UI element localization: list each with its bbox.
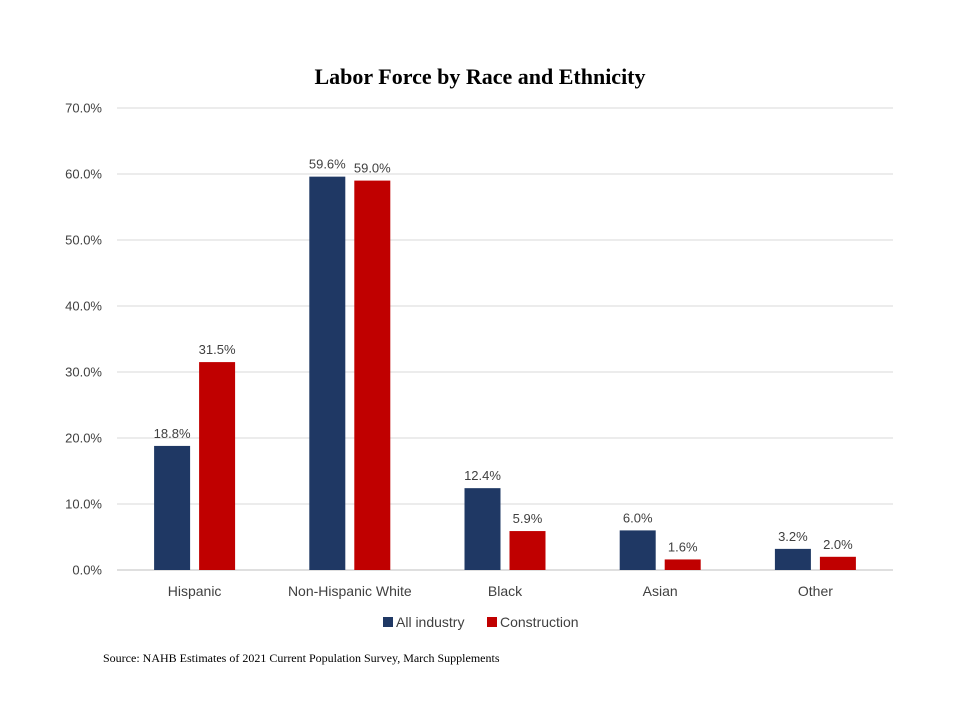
bar-all-industry bbox=[774, 548, 811, 570]
data-label: 18.8% bbox=[154, 426, 191, 441]
data-label: 6.0% bbox=[623, 510, 653, 525]
legend: All industry Construction bbox=[383, 614, 579, 630]
y-tick-label: 70.0% bbox=[65, 101, 102, 116]
bars bbox=[154, 176, 856, 570]
legend-label: All industry bbox=[396, 614, 464, 630]
y-tick-label: 20.0% bbox=[65, 431, 102, 446]
bar-all-industry bbox=[309, 176, 346, 570]
data-label: 59.0% bbox=[354, 161, 391, 176]
source-note: Source: NAHB Estimates of 2021 Current P… bbox=[103, 651, 500, 665]
legend-label: Construction bbox=[500, 614, 579, 630]
x-category-label: Black bbox=[488, 583, 523, 599]
x-category-label: Hispanic bbox=[168, 583, 222, 599]
x-category-label: Asian bbox=[643, 583, 678, 599]
bar-construction bbox=[509, 531, 546, 570]
legend-swatch bbox=[487, 617, 497, 627]
y-tick-label: 50.0% bbox=[65, 233, 102, 248]
data-label: 12.4% bbox=[464, 468, 501, 483]
bar-all-industry bbox=[154, 445, 191, 570]
gridlines bbox=[117, 107, 893, 571]
bar-all-industry bbox=[464, 488, 501, 570]
y-tick-label: 40.0% bbox=[65, 299, 102, 314]
bar-construction bbox=[354, 180, 391, 570]
data-label: 1.6% bbox=[668, 539, 698, 554]
chart-title: Labor Force by Race and Ethnicity bbox=[314, 64, 645, 89]
data-label: 2.0% bbox=[823, 537, 853, 552]
y-tick-label: 0.0% bbox=[72, 563, 102, 578]
y-tick-label: 60.0% bbox=[65, 167, 102, 182]
y-tick-label: 30.0% bbox=[65, 365, 102, 380]
data-label: 31.5% bbox=[199, 342, 236, 357]
data-labels: 18.8% 31.5% 59.6% 59.0% 12.4% 5.9% 6.0% 1.6% 3.2… bbox=[154, 157, 853, 555]
bar-construction bbox=[819, 556, 856, 570]
x-axis-categories: Hispanic Non-Hispanic White Black Asian Othe… bbox=[168, 583, 833, 599]
y-tick-label: 10.0% bbox=[65, 497, 102, 512]
bar-all-industry bbox=[619, 530, 656, 570]
x-category-label: Other bbox=[798, 583, 833, 599]
legend-swatch bbox=[383, 617, 393, 627]
data-label: 5.9% bbox=[513, 511, 543, 526]
bar-construction bbox=[199, 362, 236, 570]
data-label: 59.6% bbox=[309, 157, 346, 172]
data-label: 3.2% bbox=[778, 529, 808, 544]
bar-construction bbox=[664, 559, 701, 570]
y-axis-ticks: 0.0% 10.0% 20.0% 30.0% 40.0% 50.0% 60.0% 70.0% bbox=[65, 101, 102, 578]
x-category-label: Non-Hispanic White bbox=[288, 583, 412, 599]
